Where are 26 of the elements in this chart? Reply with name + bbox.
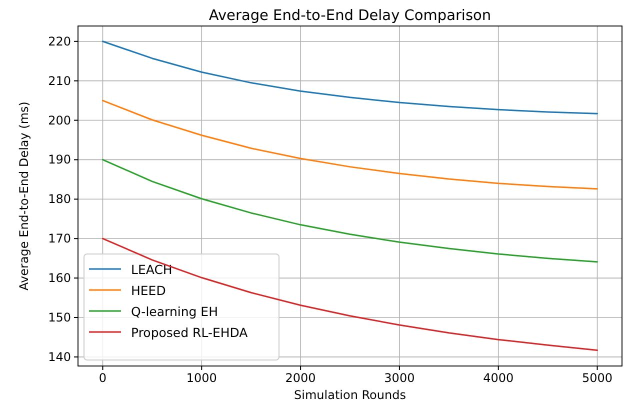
y-tick-label: 170 [48,232,71,246]
line-series [102,40,598,114]
y-tick-label: 140 [48,350,71,364]
line-series [102,100,598,190]
line-series [102,238,598,351]
legend-label: HEED [131,283,166,298]
x-tick-label: 4000 [483,371,514,385]
chart-title: Average End-to-End Delay Comparison [208,8,492,24]
y-axis-title: Average End-to-End Delay (ms) [17,102,31,290]
y-tick-label: 190 [48,152,71,167]
legend-label: Proposed RL-EHDA [131,325,248,340]
x-tick-label: 1000 [186,371,217,385]
y-tick-label: 180 [48,192,71,206]
y-tick-label: 210 [48,74,71,88]
y-tick-label: 160 [48,271,71,286]
x-tick-label: 5000 [582,371,613,385]
legend-label: Q-learning EH [131,304,218,319]
x-tick-label: 0 [98,371,107,385]
y-tick-label: 150 [48,310,71,324]
x-tick-label: 2000 [285,371,316,385]
legend-label: LEACH [131,262,172,277]
y-tick-label: 200 [48,113,71,128]
line-series [102,158,598,263]
x-tick-label: 3000 [384,371,415,385]
x-axis-title: Simulation Rounds [294,388,406,402]
y-tick-label: 220 [48,34,71,48]
